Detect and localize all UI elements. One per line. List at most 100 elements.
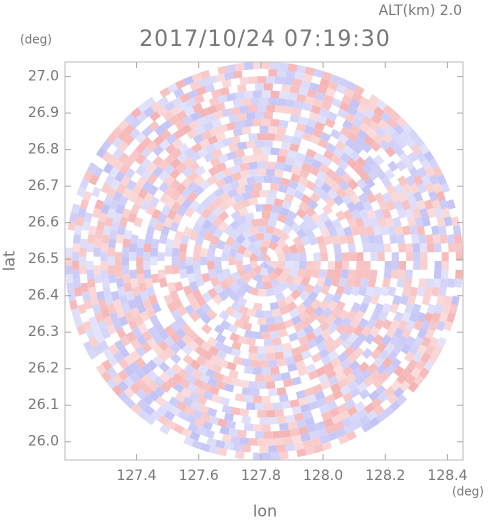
velocity-cell — [377, 119, 389, 131]
velocity-cell — [327, 375, 339, 387]
velocity-cell — [323, 218, 335, 230]
velocity-cell — [232, 70, 243, 79]
velocity-cell — [103, 316, 114, 327]
velocity-cell — [189, 80, 201, 91]
velocity-cell — [204, 113, 216, 123]
velocity-cell — [184, 106, 195, 117]
velocity-cell — [257, 104, 267, 112]
velocity-cell — [283, 318, 295, 329]
velocity-cell — [374, 234, 384, 245]
velocity-cell — [381, 176, 392, 188]
velocity-cell — [199, 138, 211, 149]
velocity-cell — [431, 225, 440, 236]
velocity-cell — [244, 212, 255, 222]
velocity-cell — [69, 212, 78, 223]
velocity-cell — [307, 370, 319, 381]
velocity-cell — [323, 276, 333, 288]
velocity-cell — [368, 120, 380, 132]
velocity-cell — [279, 231, 290, 242]
velocity-cell — [243, 264, 253, 274]
velocity-cell — [85, 328, 96, 340]
velocity-cell — [329, 181, 341, 193]
velocity-cell — [362, 217, 372, 228]
velocity-cell — [143, 252, 151, 261]
velocity-cell — [217, 124, 228, 134]
velocity-cell — [230, 435, 241, 445]
velocity-cell — [302, 213, 313, 225]
velocity-cell — [401, 183, 412, 195]
velocity-cell — [313, 306, 325, 318]
velocity-cell — [327, 300, 338, 312]
velocity-cell — [149, 314, 160, 326]
velocity-cell — [376, 363, 388, 375]
velocity-cell — [436, 336, 447, 348]
velocity-cell — [79, 265, 87, 275]
velocity-cell — [192, 377, 204, 389]
velocity-cell — [280, 177, 291, 187]
velocity-cell — [175, 327, 187, 339]
velocity-cell — [198, 404, 210, 415]
velocity-cell — [170, 157, 182, 169]
velocity-cell — [259, 253, 264, 261]
velocity-cell — [144, 234, 154, 245]
velocity-cell — [266, 438, 276, 446]
velocity-cell — [357, 225, 368, 236]
velocity-cell — [313, 152, 325, 163]
velocity-cell — [235, 287, 247, 298]
velocity-cell — [315, 219, 327, 231]
velocity-cell — [369, 216, 380, 228]
velocity-cell — [129, 149, 141, 161]
velocity-cell — [77, 303, 87, 315]
velocity-cell — [432, 182, 443, 194]
velocity-cell — [349, 317, 361, 329]
velocity-cell — [159, 371, 171, 383]
velocity-cell — [163, 410, 176, 421]
velocity-cell — [133, 216, 144, 228]
velocity-cell — [234, 393, 245, 402]
velocity-cell — [332, 173, 344, 185]
velocity-cell — [332, 364, 345, 375]
velocity-cell — [348, 252, 357, 261]
velocity-cell — [93, 265, 101, 275]
velocity-cell — [83, 299, 93, 310]
velocity-cell — [217, 94, 228, 104]
velocity-cell — [410, 366, 422, 379]
velocity-cell — [313, 68, 324, 78]
velocity-cell — [340, 269, 349, 279]
velocity-cell — [100, 371, 112, 383]
velocity-cell — [330, 154, 342, 165]
velocity-cell — [150, 410, 162, 421]
velocity-cell — [151, 273, 160, 284]
velocity-cell — [188, 161, 200, 173]
velocity-cell — [432, 234, 441, 244]
velocity-cell — [273, 198, 284, 207]
velocity-cell — [409, 286, 418, 297]
velocity-cell — [117, 380, 129, 392]
velocity-cell — [154, 386, 166, 398]
velocity-cell — [246, 176, 256, 185]
velocity-cell — [428, 336, 440, 348]
velocity-cell — [130, 234, 139, 244]
velocity-cell — [284, 252, 293, 261]
velocity-cell — [181, 166, 194, 178]
velocity-cell — [386, 117, 399, 129]
velocity-cell — [424, 166, 436, 178]
velocity-cell — [261, 452, 271, 461]
velocity-cell — [186, 292, 197, 304]
velocity-cell — [243, 248, 253, 258]
velocity-cell — [212, 196, 224, 208]
velocity-cell — [272, 402, 282, 410]
velocity-cell — [283, 106, 294, 115]
velocity-cell — [243, 119, 254, 128]
velocity-cell — [168, 114, 180, 126]
velocity-cell — [313, 252, 321, 261]
velocity-cell — [135, 378, 147, 390]
velocity-cell — [143, 269, 152, 279]
velocity-cell — [112, 212, 123, 223]
velocity-cell — [296, 93, 307, 103]
velocity-cell — [152, 145, 164, 157]
velocity-cell — [100, 307, 111, 319]
velocity-cell — [205, 368, 217, 379]
velocity-cell — [124, 397, 136, 409]
velocity-cell — [264, 204, 273, 212]
